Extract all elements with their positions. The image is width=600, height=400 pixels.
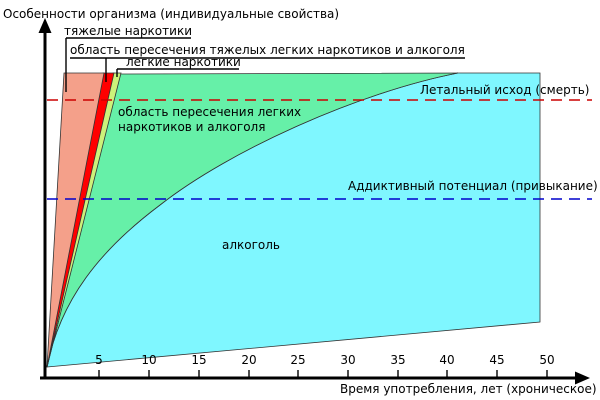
y-axis-arrowhead [38,18,52,33]
light-overlap-label-line2: наркотиков и алкоголя [118,120,265,134]
light-overlap-label-line1: область пересечения легких [118,105,301,119]
x-tick-label: 50 [539,353,554,367]
lethal-threshold-label: Летальный исход (смерть) [420,83,589,97]
callout-leaders [65,37,465,92]
x-axis-label: Время употребления, лет (хроническое) [340,382,597,396]
x-tick-label: 30 [340,353,355,367]
x-tick-labels: 5 10 15 20 25 30 35 40 45 50 [95,353,554,367]
x-tick-label: 25 [290,353,305,367]
x-tick-label: 35 [390,353,405,367]
x-axis-arrowhead [575,371,590,385]
heavy-drugs-region [46,72,105,368]
heavy-drugs-label: тяжелые наркотики [64,24,192,38]
y-axis-label: Особенности организма (индивидуальные св… [3,7,339,21]
heavy-overlap-label: область пересечения тяжелых легких нарко… [70,43,465,57]
x-tick-label: 20 [241,353,256,367]
x-tick-label: 5 [95,353,103,367]
x-tick-label: 15 [191,353,206,367]
x-tick-label: 45 [489,353,504,367]
x-tick-label: 10 [141,353,156,367]
light-drugs-label: легкие наркотики [126,55,241,69]
light-overlap-region [46,72,459,368]
x-tick-label: 40 [439,353,454,367]
addictive-threshold-label: Аддиктивный потенциал (привыкание) [348,179,598,193]
alcohol-label: алкоголь [222,238,280,252]
x-tick-marks [98,370,548,378]
